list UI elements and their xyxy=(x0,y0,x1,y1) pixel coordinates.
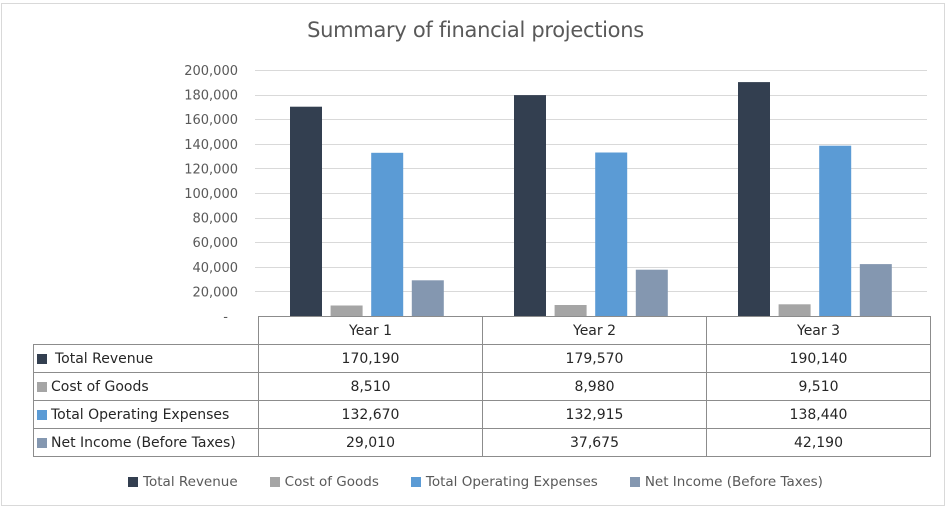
y-tick-label: 80,000 xyxy=(193,212,239,227)
y-tick-label: 40,000 xyxy=(193,261,239,276)
bar xyxy=(635,269,668,316)
data-table: Year 1 Year 2 Year 3 Total Revenue 170,1… xyxy=(33,316,931,457)
legend-label: Cost of Goods xyxy=(284,474,379,490)
data-table-header: Year 1 xyxy=(258,316,483,345)
y-tick-label: 120,000 xyxy=(184,162,238,177)
legend-swatch-icon xyxy=(410,477,421,487)
bar xyxy=(595,152,628,316)
bar xyxy=(859,264,892,316)
data-table-cell: 29,010 xyxy=(258,428,483,457)
data-table-row-label: Net Income (Before Taxes) xyxy=(33,428,259,457)
bar xyxy=(778,304,811,316)
data-table-cell: 8,980 xyxy=(482,372,707,401)
data-table-cell: 42,190 xyxy=(706,428,931,457)
bar xyxy=(514,95,546,316)
legend-label: Net Income (Before Taxes) xyxy=(644,474,823,490)
series-name: Net Income (Before Taxes) xyxy=(51,434,236,451)
series-name: Total Operating Expenses xyxy=(51,406,230,423)
y-tick-label: 140,000 xyxy=(184,138,238,153)
data-table-row-label: Cost of Goods xyxy=(33,372,259,401)
data-table-row-label: Total Operating Expenses xyxy=(33,400,259,429)
data-table-header-row: Year 1 Year 2 Year 3 xyxy=(33,316,931,345)
legend-swatch-icon xyxy=(269,477,280,487)
y-tick-label: 60,000 xyxy=(193,236,239,251)
data-table-row: Cost of Goods 8,510 8,980 9,510 xyxy=(33,372,931,401)
y-tick-label: 200,000 xyxy=(184,64,238,79)
data-table-cell: 170,190 xyxy=(258,344,483,373)
data-table-cell: 9,510 xyxy=(706,372,931,401)
data-table-row: Total Revenue 170,190 179,570 190,140 xyxy=(33,344,931,373)
legend-swatch-icon xyxy=(128,477,139,487)
series-swatch-icon xyxy=(37,437,47,448)
legend-label: Total Revenue xyxy=(143,474,238,490)
data-table-row: Total Operating Expenses 132,670 132,915… xyxy=(33,400,931,429)
series-swatch-icon xyxy=(37,409,47,420)
series-name: Cost of Goods xyxy=(51,378,149,395)
bar xyxy=(371,152,404,316)
data-table-cell: 132,915 xyxy=(482,400,707,429)
data-table-cell: 132,670 xyxy=(258,400,483,429)
chart-title: Summary of financial projections xyxy=(307,18,644,42)
y-tick-label: 160,000 xyxy=(184,113,238,128)
y-tick-label: 20,000 xyxy=(193,285,239,300)
data-table-corner xyxy=(33,316,259,345)
y-tick-label: 100,000 xyxy=(184,187,238,202)
chart-legend: Total Revenue Cost of Goods Total Operat… xyxy=(0,474,951,490)
y-tick-label: 180,000 xyxy=(184,89,238,104)
legend-item: Total Operating Expenses xyxy=(410,474,598,490)
legend-item: Cost of Goods xyxy=(269,474,379,490)
bar xyxy=(819,145,852,316)
bar xyxy=(554,305,587,316)
legend-label: Total Operating Expenses xyxy=(425,474,598,490)
bar xyxy=(411,280,444,316)
series-name: Total Revenue xyxy=(55,350,154,367)
legend-swatch-icon xyxy=(629,477,640,487)
data-table-header: Year 2 xyxy=(482,316,707,345)
data-table-row: Net Income (Before Taxes) 29,010 37,675 … xyxy=(33,428,931,457)
legend-item: Net Income (Before Taxes) xyxy=(629,474,823,490)
data-table-header: Year 3 xyxy=(706,316,931,345)
data-table-cell: 179,570 xyxy=(482,344,707,373)
series-swatch-icon xyxy=(37,381,47,392)
bar xyxy=(330,305,363,316)
bar xyxy=(738,82,770,316)
data-table-row-label: Total Revenue xyxy=(33,344,259,373)
data-table-cell: 190,140 xyxy=(706,344,931,373)
data-table-cell: 8,510 xyxy=(258,372,483,401)
legend-item: Total Revenue xyxy=(128,474,238,490)
bar xyxy=(290,106,322,316)
series-swatch-icon xyxy=(37,353,47,364)
data-table-cell: 138,440 xyxy=(706,400,931,429)
data-table-cell: 37,675 xyxy=(482,428,707,457)
